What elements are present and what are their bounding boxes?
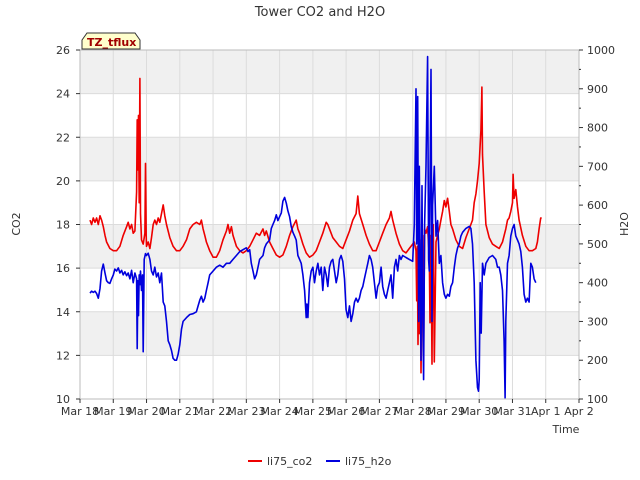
tick-label-right: 100	[587, 393, 608, 406]
chart-title: Tower CO2 and H2O	[254, 5, 385, 20]
tick-label-x: Mar 18	[61, 405, 99, 418]
series-line-li75_co2	[89, 77, 542, 374]
tick-label-left: 24	[56, 88, 70, 101]
series-layer	[89, 55, 542, 399]
tick-label-left: 10	[56, 393, 70, 406]
tick-label-x: Apr 2	[564, 405, 594, 418]
tick-label-right: 200	[587, 354, 608, 367]
tick-label-left: 14	[56, 306, 70, 319]
tick-label-left: 12	[56, 349, 70, 362]
tick-label-x: Mar 24	[260, 405, 298, 418]
tick-label-right: 400	[587, 277, 608, 290]
series-line-li75_h2o	[89, 55, 537, 399]
tick-label-left: 16	[56, 262, 70, 275]
tick-label-left: 26	[56, 44, 70, 57]
tick-labels: 10 12 14 16 18 20 22 24 26 100 200 300 400 500 600 700 8…	[56, 44, 615, 418]
legend-label-li75_co2: li75_co2	[267, 455, 312, 468]
band-12-14	[80, 311, 579, 356]
tick-label-x: Mar 29	[427, 405, 465, 418]
annotation-label: TZ_tflux	[87, 36, 136, 49]
legend-label-li75_h2o: li75_h2o	[345, 455, 392, 468]
band-20-22	[80, 137, 579, 181]
y-axis-label-right: H2O	[618, 212, 631, 236]
tick-label-left: 18	[56, 219, 70, 232]
tick-label-x: Mar 21	[161, 405, 199, 418]
band-24-26	[80, 50, 579, 94]
tick-label-x: Mar 22	[194, 405, 232, 418]
tick-label-right: 800	[587, 122, 608, 135]
y-axis-label-left: CO2	[10, 212, 23, 235]
tick-label-x: Mar 28	[394, 405, 432, 418]
tick-label-x: Mar 20	[127, 405, 165, 418]
tick-label-right: 900	[587, 83, 608, 96]
tick-label-x: Mar 19	[94, 405, 132, 418]
x-axis-label: Time	[552, 423, 580, 436]
legend: li75_co2 li75_h2o	[248, 455, 392, 468]
annotation-box: TZ_tflux	[81, 32, 141, 50]
tick-label-x: Mar 23	[227, 405, 265, 418]
tick-label-right: 700	[587, 160, 608, 173]
alternating-bands	[80, 50, 579, 356]
tick-label-x: Mar 25	[294, 405, 332, 418]
tick-label-left: 20	[56, 175, 70, 188]
tick-label-x: Mar 26	[327, 405, 365, 418]
tick-label-right: 500	[587, 238, 608, 251]
tick-label-x: Mar 30	[460, 405, 498, 418]
tick-label-x: Apr 1	[531, 405, 561, 418]
tick-label-x: Mar 27	[360, 405, 398, 418]
tick-label-right: 300	[587, 315, 608, 328]
tick-label-right: 600	[587, 199, 608, 212]
tick-label-x: Mar 31	[493, 405, 531, 418]
tick-label-left: 22	[56, 131, 70, 144]
tick-label-right: 1000	[587, 44, 615, 57]
